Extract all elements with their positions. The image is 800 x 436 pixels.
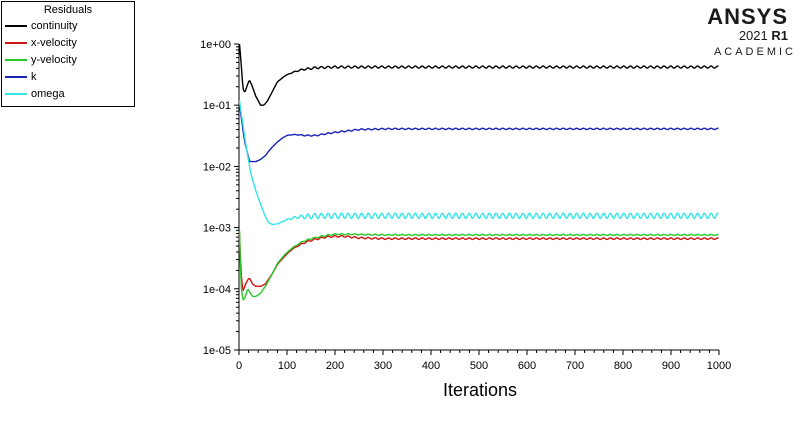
legend-title: Residuals — [43, 4, 93, 16]
x-axis-label: Iterations — [442, 380, 518, 400]
x-tick-label: 500 — [470, 360, 488, 372]
x-tick-label: 0 — [236, 360, 242, 372]
legend-swatch-omega — [5, 92, 27, 95]
y-tick-label: 1e-03 — [203, 223, 231, 235]
series-line-continuity — [238, 43, 719, 106]
x-tick-label: 900 — [662, 360, 680, 372]
legend-label-continuity: continuity — [31, 19, 78, 32]
x-tick-label: 300 — [374, 360, 392, 372]
y-tick-label: 1e-05 — [203, 345, 231, 357]
y-tick-label: 1e-01 — [203, 100, 231, 112]
y-tick-label: 1e+00 — [200, 39, 231, 51]
plot-series — [238, 43, 719, 301]
legend-entry-y-velocity: y-velocity — [2, 51, 134, 68]
legend-swatch-x-velocity — [5, 41, 27, 44]
x-tick-label: 600 — [518, 360, 536, 372]
x-tick-label: 800 — [614, 360, 632, 372]
legend-label-x-velocity: x-velocity — [31, 36, 77, 49]
x-tick-label: 100 — [278, 360, 296, 372]
logo-brand: ANSYS — [707, 4, 788, 29]
legend-swatch-continuity — [5, 24, 27, 27]
x-tick-label: 200 — [326, 360, 344, 372]
plot-axes: 1e+00 1e-01 1e-02 1e-03 1e-04 1e-05 0 100 200 300… — [200, 39, 731, 372]
series-line-y-velocity — [238, 230, 719, 301]
logo-release: 2021 R1 — [684, 28, 788, 44]
legend-label-k: k — [31, 70, 37, 83]
legend-entry-x-velocity: x-velocity — [2, 34, 134, 51]
series-line-omega — [238, 100, 719, 226]
series-line-k — [238, 102, 719, 163]
logo-release-code: R1 — [771, 28, 788, 43]
logo-edition: ACADEMIC — [713, 46, 796, 58]
logo-release-year: 2021 — [738, 28, 768, 43]
ansys-logo: ANSYS 2021 R1 ACADEMIC — [684, 6, 796, 62]
legend-swatch-k — [5, 75, 27, 78]
series-line-x-velocity — [238, 233, 719, 291]
x-tick-label: 700 — [566, 360, 584, 372]
legend-entry-continuity: continuity — [2, 17, 134, 34]
legend-label-omega: omega — [31, 87, 65, 100]
legend-label-y-velocity: y-velocity — [31, 53, 77, 66]
legend-swatch-y-velocity — [5, 58, 27, 61]
legend: Residuals continuity x-velocity y-veloci… — [1, 1, 135, 107]
legend-entry-omega: omega — [2, 85, 134, 102]
y-tick-label: 1e-02 — [203, 161, 231, 173]
legend-entry-k: k — [2, 68, 134, 85]
x-tick-label: 400 — [422, 360, 440, 372]
y-tick-label: 1e-04 — [203, 284, 231, 296]
x-tick-label: 1000 — [707, 360, 731, 372]
